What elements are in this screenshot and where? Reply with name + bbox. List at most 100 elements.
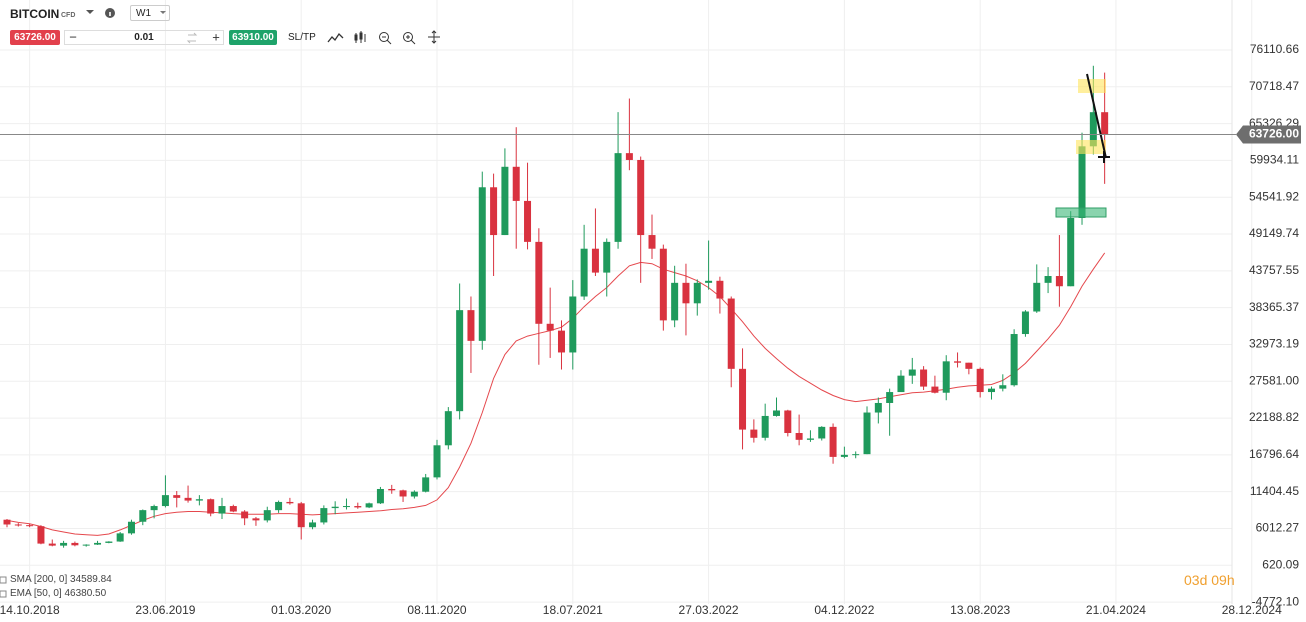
candle-body <box>37 526 45 544</box>
candle-body <box>987 388 995 393</box>
candle-body <box>942 361 950 393</box>
candle-body <box>908 369 916 376</box>
candle-body <box>399 490 407 497</box>
candle-body <box>433 445 441 478</box>
zone-highlight[interactable] <box>1055 207 1107 218</box>
candle-body <box>535 241 543 324</box>
y-tick-label: 38365.37 <box>1249 300 1299 314</box>
candles <box>3 65 1109 548</box>
x-tick-label: 23.06.2019 <box>135 603 195 617</box>
x-tick-label: 27.03.2022 <box>679 603 739 617</box>
y-tick-label: 70718.47 <box>1249 79 1299 93</box>
x-tick-label: 04.12.2022 <box>814 603 874 617</box>
candle-body <box>320 508 328 523</box>
x-tick-label: 28.12.2024 <box>1222 603 1282 617</box>
candle-body <box>1067 217 1075 287</box>
dropdown-caret[interactable] <box>160 11 166 14</box>
ema-layer <box>6 252 1106 536</box>
indicator-legend[interactable]: EMA [50, 0] 46380.50 <box>10 588 107 599</box>
candle-body <box>26 525 34 527</box>
candle-body <box>354 506 362 508</box>
zoom-out-icon[interactable] <box>379 32 389 42</box>
zoom-in-icon[interactable] <box>403 32 413 42</box>
zone-highlight[interactable] <box>1076 140 1106 154</box>
candle-body <box>229 506 237 512</box>
candle-body <box>252 518 260 521</box>
candle-body <box>625 153 633 160</box>
sl-tp-button[interactable]: SL/TP <box>288 32 316 43</box>
symbol[interactable]: BITCOIN <box>10 7 60 21</box>
candle-body <box>806 438 814 440</box>
candle-body <box>422 477 430 492</box>
zoom-out-glyph <box>382 36 392 45</box>
candle-body <box>965 362 973 369</box>
candle-body <box>886 392 894 403</box>
candle-body <box>342 506 350 508</box>
candle-body <box>580 248 588 297</box>
timeframe-select[interactable]: W1 <box>130 5 170 21</box>
indicator-icons[interactable] <box>0 576 7 598</box>
x-tick-label: 13.08.2023 <box>950 603 1010 617</box>
candle-body <box>682 282 690 304</box>
candle-body <box>444 411 452 446</box>
candle-body <box>275 501 283 511</box>
move-icon[interactable] <box>428 30 440 44</box>
zone-highlight[interactable] <box>1078 79 1106 93</box>
candle-body <box>546 323 554 331</box>
candle-body <box>637 159 645 236</box>
last-price: 63726.00 <box>0 125 1301 144</box>
candle-body <box>761 415 769 438</box>
candle-body <box>999 385 1007 389</box>
buy-button[interactable]: 63910.00 <box>229 30 277 45</box>
x-tick-label: 21.04.2024 <box>1086 603 1146 617</box>
x-tick-label: 08.11.2020 <box>407 603 466 617</box>
candle-body <box>365 503 373 508</box>
y-tick-label: 54541.92 <box>1249 189 1299 203</box>
candle-body <box>490 187 498 236</box>
candle-icon[interactable] <box>354 31 366 43</box>
trend-line[interactable] <box>1086 73 1107 159</box>
candle-body <box>1010 334 1018 386</box>
plus-button[interactable]: + <box>212 29 220 44</box>
candle-body <box>512 166 520 201</box>
candle-body <box>852 454 860 456</box>
candle-body <box>218 506 226 514</box>
candle-body <box>727 298 735 369</box>
candle-body <box>161 495 169 507</box>
candle-body <box>60 542 68 546</box>
candle-body <box>1044 276 1052 283</box>
candle-body <box>139 510 147 522</box>
sell-button[interactable]: 63726.00 <box>10 30 60 45</box>
swap-icon[interactable] <box>186 32 198 44</box>
candle-body <box>501 166 509 236</box>
y-tick-label: 620.09 <box>1262 557 1299 571</box>
candle-body <box>105 541 113 543</box>
candle-body <box>557 330 565 353</box>
dropdown-caret[interactable] <box>86 10 94 14</box>
candle-body <box>207 499 215 514</box>
candle-body <box>1078 146 1086 218</box>
quantity-input[interactable]: 0.01 <box>64 30 224 45</box>
candle-body <box>456 310 464 412</box>
candle-body <box>648 235 656 249</box>
minus-button[interactable]: − <box>69 29 77 44</box>
x-tick-label: 18.07.2021 <box>543 603 603 617</box>
indicator-legend[interactable]: SMA [200, 0] 34589.84 <box>10 574 112 585</box>
grid <box>0 0 1253 604</box>
candle-body <box>614 153 622 242</box>
candle-countdown: 03d 09h <box>1184 572 1235 588</box>
candle-body <box>931 386 939 393</box>
cross-marker[interactable] <box>1098 151 1110 163</box>
candle-body <box>659 248 667 321</box>
candle-body <box>591 248 599 273</box>
candle-body <box>241 511 249 519</box>
candle-body <box>739 368 747 430</box>
candle-body <box>716 280 724 299</box>
candle-body <box>976 368 984 393</box>
candle-body <box>603 241 611 273</box>
line-chart-icon[interactable] <box>327 32 344 43</box>
candle-body <box>897 375 905 393</box>
candle-body <box>1089 112 1097 147</box>
